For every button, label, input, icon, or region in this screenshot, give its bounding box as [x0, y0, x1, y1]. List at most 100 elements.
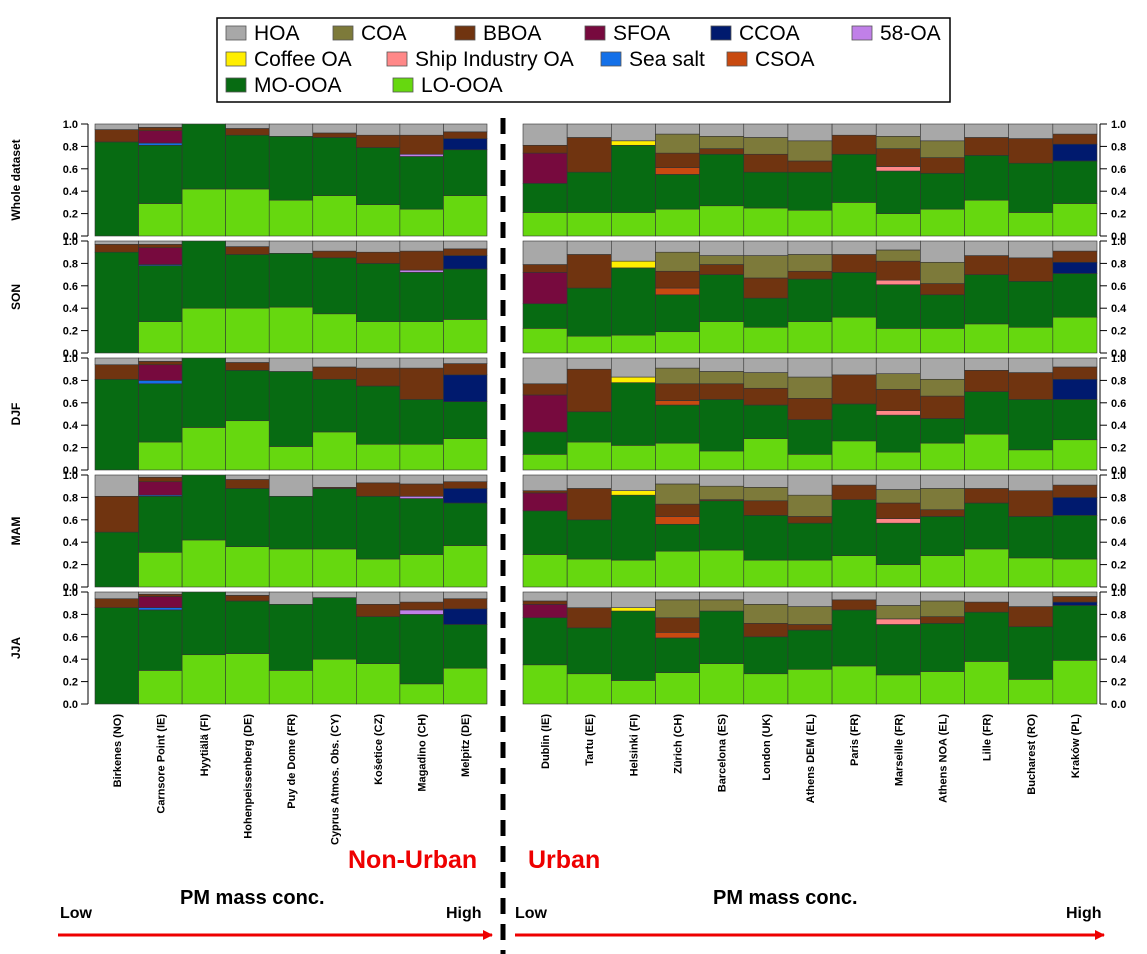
bar-segment-lo-ooa	[787, 668, 833, 705]
bar-segment-hoa	[566, 240, 612, 255]
bar-segment-mo-ooa	[268, 604, 314, 671]
bar-segment-hoa	[94, 357, 139, 366]
bar-segment-hoa	[655, 357, 700, 369]
bar-segment-lo-ooa	[611, 559, 656, 588]
left-tick-label: 0.6	[63, 398, 78, 410]
left-tick-label: 0.6	[63, 281, 78, 293]
bar-segment-bboa	[1008, 606, 1054, 628]
bar-segment-hoa	[743, 123, 789, 138]
right-tick-label: 0.8	[1111, 141, 1126, 153]
bar-segment-hoa	[566, 591, 612, 608]
bar-segment-hoa	[225, 474, 270, 480]
bar-segment-hoa	[522, 240, 568, 265]
bar-segment-lo-ooa	[443, 195, 488, 237]
bar-segment-mo-ooa	[1008, 399, 1054, 451]
bar-segment-bboa	[566, 488, 612, 521]
bar-segment-hoa	[964, 591, 1009, 603]
bar-segment-bboa	[443, 598, 488, 610]
bar-segment-lo-ooa	[787, 209, 833, 237]
bar-segment-hoa	[787, 591, 833, 607]
bar-segment-mo-ooa	[566, 411, 612, 443]
right-low-label: Low	[515, 905, 548, 922]
bar-segment-lo-ooa	[611, 680, 656, 705]
bar-segment-bboa	[743, 153, 789, 173]
bar-segment-mo-ooa	[875, 624, 921, 676]
bar-segment-lo-ooa	[1008, 212, 1054, 237]
bar-segment-mo-ooa	[831, 609, 877, 667]
bar-segment-hoa	[225, 357, 270, 363]
right-tick-label: 0.6	[1111, 515, 1126, 527]
bar-segment-bboa	[964, 137, 1009, 156]
site-label-birkenes-no: Birkenes (NO)	[112, 714, 124, 788]
bar-segment-mo-ooa	[964, 155, 1009, 201]
bar-segment-hoa	[611, 240, 656, 262]
bar-segment-hoa	[94, 240, 139, 245]
bar-segment-coa	[655, 599, 700, 619]
right-tick-label: 0.2	[1111, 443, 1126, 455]
bar-segment-sea-salt	[138, 142, 183, 146]
bar-segment-bboa	[566, 368, 612, 413]
bar-segment-hoa	[743, 474, 789, 488]
bar-segment-lo-ooa	[787, 454, 833, 471]
bar-segment-lo-ooa	[655, 442, 700, 471]
bar-segment-bboa	[875, 260, 921, 281]
bar-segment-hoa	[225, 591, 270, 596]
bar-segment-lo-ooa	[181, 654, 226, 705]
bar-segment-bboa	[1008, 490, 1054, 517]
bar-segment-bboa	[787, 398, 833, 420]
bar-segment-hoa	[138, 474, 183, 478]
bar-segment-lo-ooa	[566, 558, 612, 588]
bar-segment-lo-ooa	[566, 441, 612, 471]
bar-segment-hoa	[522, 474, 568, 491]
bar-segment-bboa	[399, 601, 444, 611]
bar-segment-hoa	[920, 357, 965, 380]
bar-segment-mo-ooa	[268, 495, 314, 550]
bar-segment-lo-ooa	[268, 306, 314, 354]
bar-segment-hoa	[920, 474, 965, 489]
bar-segment-bboa	[743, 387, 789, 406]
bar-segment-hoa	[268, 591, 314, 605]
bar-segment-coa	[875, 489, 921, 504]
bar-segment-hoa	[964, 123, 1009, 138]
bar-segment-hoa	[94, 591, 139, 600]
bar-segment-sfoa	[138, 247, 183, 265]
bar-segment-hoa	[443, 240, 488, 250]
bar-segment-mo-ooa	[566, 519, 612, 560]
bar-segment-ship-industry-oa	[875, 518, 921, 524]
bar-segment-coa	[875, 249, 921, 262]
bar-segment-lo-ooa	[443, 667, 488, 705]
bar-segment-hoa	[699, 591, 745, 601]
left-tick-label: 0.4	[63, 420, 79, 432]
bar-segment-mo-ooa	[312, 257, 357, 315]
bar-segment-lo-ooa	[964, 199, 1009, 237]
bar-segment-lo-ooa	[743, 559, 789, 588]
bar-segment-hoa	[312, 240, 357, 252]
bar-segment-bboa	[138, 361, 183, 366]
bar-segment-ccoa	[443, 374, 488, 402]
bar-segment-hoa	[356, 474, 401, 484]
bar-segment-bboa	[522, 264, 568, 273]
bar-segment-lo-ooa	[920, 671, 965, 705]
bar-segment-bboa	[1008, 138, 1054, 164]
bar-segment-lo-ooa	[399, 683, 444, 705]
site-label-marseille-fr: Marseille (FR)	[893, 714, 905, 786]
bar-segment-hoa	[94, 123, 139, 130]
legend-swatch-ccoa	[710, 25, 732, 41]
bar-segment-lo-ooa	[1008, 449, 1054, 471]
bar-segment-mo-ooa	[356, 263, 401, 322]
bar-segment-lo-ooa	[1052, 660, 1098, 705]
left-axis-title: PM mass conc.	[180, 887, 325, 909]
bar-segment-bboa	[920, 509, 965, 517]
bar-segment-lo-ooa	[743, 207, 789, 237]
bar-segment-lo-ooa	[225, 420, 270, 471]
bar-segment-lo-ooa	[399, 443, 444, 471]
right-tick-label: 0.8	[1111, 492, 1126, 504]
bar-segment-hoa	[920, 591, 965, 602]
site-label-dublin-ie: Dublin (IE)	[540, 714, 552, 769]
bar-segment-coa	[787, 606, 833, 625]
bar-segment-bboa	[1008, 372, 1054, 400]
bar-segment-bboa	[225, 362, 270, 371]
bar-segment-ccoa	[1052, 143, 1098, 162]
bar-segment-lo-ooa	[611, 212, 656, 237]
bar-segment-coa	[655, 367, 700, 385]
